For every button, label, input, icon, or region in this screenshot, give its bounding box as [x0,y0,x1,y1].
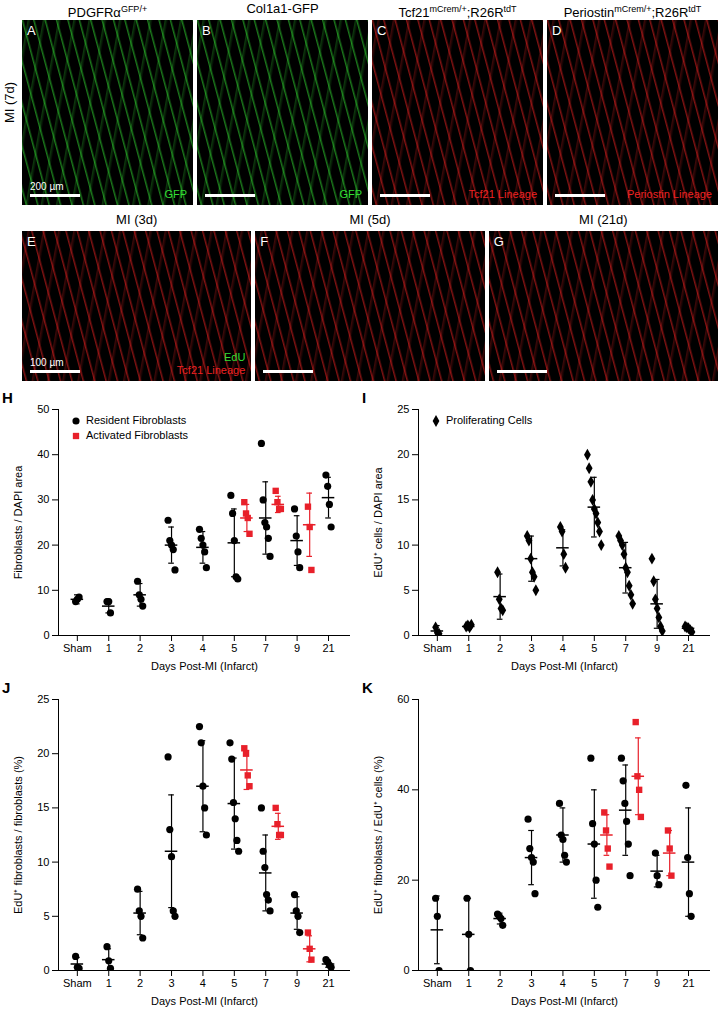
svg-text:EdU⁺ fibroblasts / fibroblasts: EdU⁺ fibroblasts / fibroblasts (%) [12,756,24,914]
svg-text:5: 5 [231,642,237,654]
svg-text:10: 10 [37,584,49,596]
svg-text:0: 0 [403,629,409,641]
svg-text:1: 1 [106,977,112,989]
svg-text:0: 0 [403,964,409,976]
svg-text:Sham: Sham [423,977,452,989]
svg-text:10: 10 [37,856,49,868]
html-text:Resident Fibroblasts: Resident Fibroblasts [86,414,187,426]
svg-text:2: 2 [137,977,143,989]
html-text:K: K [362,679,373,696]
html-text:Periostin Lineage: Periostin Lineage [627,188,712,200]
svg-text:4: 4 [200,642,206,654]
svg-text:10: 10 [397,539,409,551]
html-text:Tcf21 Lineage: Tcf21 Lineage [468,188,537,200]
svg-text:4: 4 [560,977,566,989]
svg-text:2: 2 [137,642,143,654]
html-text:200 µm: 200 µm [30,181,64,192]
svg-text:1: 1 [466,977,472,989]
svg-text:Sham: Sham [63,977,92,989]
svg-text:5: 5 [43,910,49,922]
svg-text:0: 0 [43,629,49,641]
html-text:GFP: GFP [339,188,362,200]
html-text:MI (7d): MI (7d) [2,81,18,124]
html-text:MI (21d): MI (21d) [579,212,628,227]
svg-text:15: 15 [37,801,49,813]
svg-text:EdU⁺ fibroblasts / EdU⁺ cells: EdU⁺ fibroblasts / EdU⁺ cells (%) [372,756,384,914]
svg-text:25: 25 [397,403,409,415]
svg-text:21: 21 [322,977,334,989]
svg-text:5: 5 [231,977,237,989]
html-text:A: A [27,23,36,38]
svg-text:30: 30 [37,493,49,505]
html-text:B: B [202,23,211,38]
svg-text:1: 1 [106,642,112,654]
svg-text:21: 21 [682,642,694,654]
svg-text:50: 50 [37,403,49,415]
svg-text:2: 2 [497,977,503,989]
html-text:Tcf21mCrem/+;R26RtdT: Tcf21mCrem/+;R26RtdT [398,4,517,21]
svg-text:4: 4 [200,977,206,989]
html-text:Activated Fibroblasts: Activated Fibroblasts [86,429,189,441]
html-text:Proliferating Cells: Proliferating Cells [446,414,533,426]
svg-text:20: 20 [397,448,409,460]
svg-text:1: 1 [466,642,472,654]
svg-text:9: 9 [294,977,300,989]
svg-text:3: 3 [528,977,534,989]
svg-text:21: 21 [682,977,694,989]
svg-text:9: 9 [654,642,660,654]
html-text:I: I [362,389,367,406]
html-text:D: D [552,23,562,38]
html-text:C: C [377,23,387,38]
svg-text:Sham: Sham [63,642,92,654]
svg-text:20: 20 [397,874,409,886]
svg-text:20: 20 [37,747,49,759]
svg-text:7: 7 [263,642,269,654]
html-text:Col1a1-GFP: Col1a1-GFP [246,1,319,16]
html-text:PDGFRαGFP/+: PDGFRαGFP/+ [67,4,148,21]
svg-text:2: 2 [497,642,503,654]
svg-text:60: 60 [397,693,409,705]
svg-text:7: 7 [623,977,629,989]
svg-text:21: 21 [322,642,334,654]
html-text:MI (5d): MI (5d) [349,212,391,227]
svg-text:Days Post-MI (Infarct): Days Post-MI (Infarct) [151,995,258,1007]
svg-text:Days Post-MI (Infarct): Days Post-MI (Infarct) [511,660,618,672]
svg-text:Days Post-MI (Infarct): Days Post-MI (Infarct) [511,995,618,1007]
html-text:Tcf21 Lineage: Tcf21 Lineage [176,364,246,376]
html-text:MI (3d): MI (3d) [116,212,158,227]
svg-text:25: 25 [37,693,49,705]
svg-text:Sham: Sham [423,642,452,654]
html-text:E: E [27,234,36,249]
svg-text:40: 40 [37,448,49,460]
svg-text:5: 5 [403,584,409,596]
svg-text:4: 4 [560,642,566,654]
html-text:EdU: EdU [223,351,246,363]
svg-text:40: 40 [397,783,409,795]
svg-text:Fibroblasts / DAPI area: Fibroblasts / DAPI area [12,465,24,580]
svg-text:9: 9 [294,642,300,654]
svg-text:7: 7 [623,642,629,654]
svg-text:EdU⁺ cells / DAPI area: EdU⁺ cells / DAPI area [372,466,384,577]
svg-text:15: 15 [397,493,409,505]
svg-text:9: 9 [654,977,660,989]
html-text:G: G [493,234,504,249]
html-text:100 µm: 100 µm [30,357,64,368]
svg-text:5: 5 [591,977,597,989]
html-text:F: F [260,234,269,249]
html-text:J: J [2,679,11,696]
svg-text:3: 3 [168,642,174,654]
svg-text:3: 3 [168,977,174,989]
html-text:H: H [2,389,13,406]
html-text:PeriostinmCrem/+;R26RtdT: PeriostinmCrem/+;R26RtdT [563,4,702,21]
svg-text:Days Post-MI (Infarct): Days Post-MI (Infarct) [151,660,258,672]
html-text:GFP: GFP [164,188,187,200]
svg-text:3: 3 [528,642,534,654]
svg-text:7: 7 [263,977,269,989]
svg-text:0: 0 [43,964,49,976]
svg-text:20: 20 [37,539,49,551]
svg-text:5: 5 [591,642,597,654]
